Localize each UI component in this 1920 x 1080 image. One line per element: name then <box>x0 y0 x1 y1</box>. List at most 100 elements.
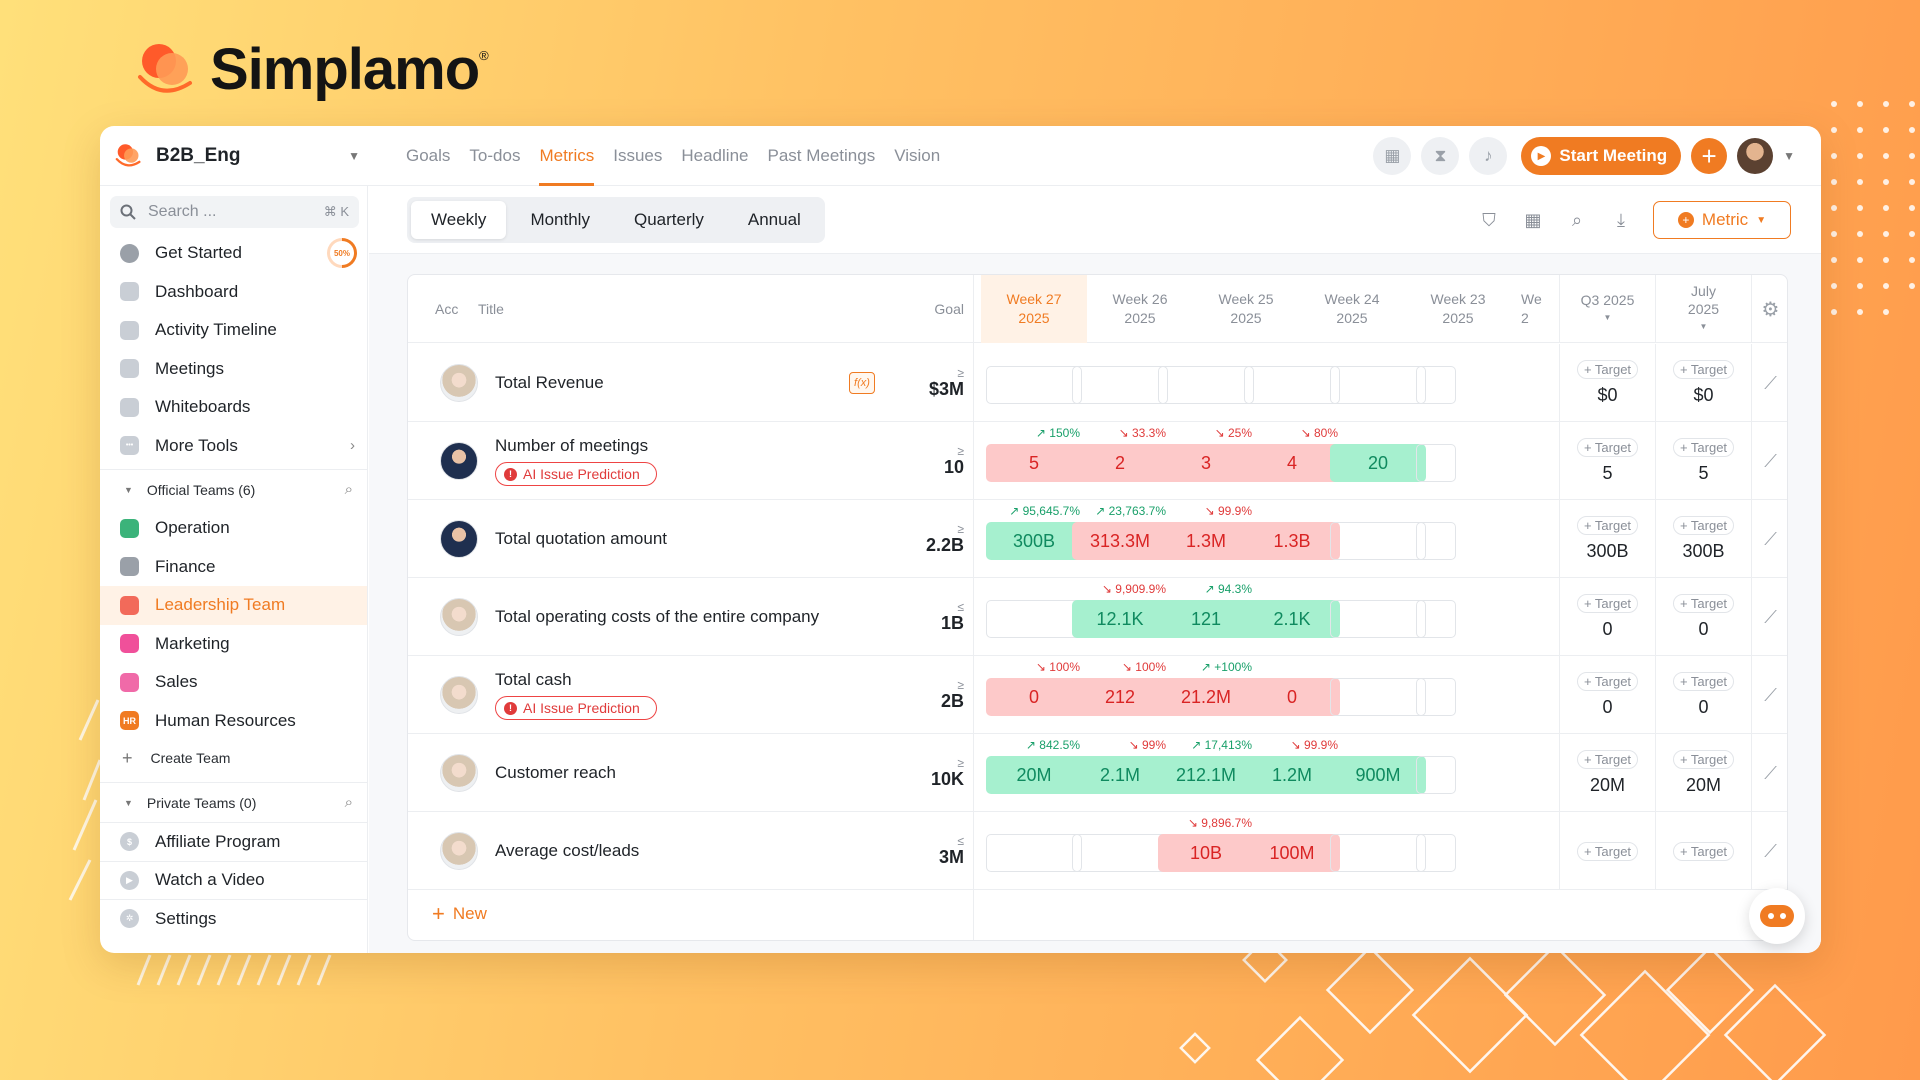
nav-goals[interactable]: Goals <box>406 145 451 165</box>
avatar[interactable] <box>440 754 478 792</box>
metric-value-cell[interactable]: 2.1M <box>1072 756 1168 794</box>
metric-value-cell[interactable] <box>1416 678 1456 716</box>
workspace-switcher[interactable]: B2B_Eng ▼ <box>100 126 370 186</box>
metric-value-cell[interactable]: 2 <box>1072 444 1168 482</box>
sidebar-team-finance[interactable]: Finance <box>100 548 367 587</box>
tab-annual[interactable]: Annual <box>747 209 801 229</box>
sidebar-item-meetings[interactable]: Meetings <box>100 350 367 389</box>
metric-value-cell[interactable]: 5 <box>986 444 1082 482</box>
create-team-button[interactable]: + Create Team <box>100 740 367 776</box>
avatar[interactable] <box>440 598 478 636</box>
add-target-button[interactable]: + Target <box>1672 750 1735 769</box>
avatar[interactable] <box>440 520 478 558</box>
header-week[interactable]: Week 25 2025 <box>1193 275 1299 343</box>
sidebar-item-whiteboards[interactable]: Whiteboards <box>100 388 367 427</box>
nav-metrics[interactable]: Metrics <box>539 126 595 186</box>
header-week[interactable]: We 2 <box>1511 275 1559 343</box>
add-target-button[interactable]: + Target <box>1672 594 1735 613</box>
metric-value-cell[interactable]: 21.2M <box>1158 678 1254 716</box>
add-target-button[interactable]: + Target <box>1672 438 1735 457</box>
add-target-button[interactable]: + Target <box>1576 360 1639 379</box>
metric-value-cell[interactable] <box>1416 522 1456 560</box>
line-chart-icon[interactable]: ⟋ <box>1751 578 1787 656</box>
metric-value-cell[interactable]: 1.2M <box>1244 756 1340 794</box>
metric-value-cell[interactable]: 900M <box>1330 756 1426 794</box>
metric-value-cell[interactable] <box>1416 444 1456 482</box>
metric-value-cell[interactable] <box>1416 366 1456 404</box>
sidebar-item-get-started[interactable]: Get Started 50% <box>100 234 367 273</box>
metric-value-cell[interactable]: 4 <box>1244 444 1340 482</box>
metric-value-cell[interactable]: 0 <box>986 678 1082 716</box>
metric-value-cell[interactable]: 1.3M <box>1158 522 1254 560</box>
metric-value-cell[interactable]: 313.3M <box>1072 522 1168 560</box>
filter-icon[interactable]: ⛉ <box>1482 209 1496 230</box>
add-target-button[interactable]: + Target <box>1672 360 1735 379</box>
metric-value-cell[interactable] <box>986 600 1082 638</box>
metric-value-cell[interactable]: 10B <box>1158 834 1254 872</box>
avatar[interactable] <box>440 832 478 870</box>
tab-quarterly[interactable]: Quarterly <box>633 209 704 229</box>
add-target-button[interactable]: + Target <box>1672 841 1735 861</box>
add-target-button[interactable]: + Target <box>1672 672 1735 691</box>
metric-value-cell[interactable] <box>1158 366 1254 404</box>
chat-bot-icon[interactable] <box>1749 888 1805 944</box>
metric-value-cell[interactable]: 20M <box>986 756 1082 794</box>
grid-icon[interactable]: ▦ <box>1524 209 1542 230</box>
metric-title[interactable]: Customer reach <box>495 763 616 782</box>
line-chart-icon[interactable]: ⟋ <box>1751 422 1787 500</box>
metric-title[interactable]: Average cost/leads <box>495 841 640 860</box>
metric-value-cell[interactable] <box>1072 366 1168 404</box>
metric-title[interactable]: Total operating costs of the entire comp… <box>495 607 820 626</box>
add-metric-button[interactable]: + Metric ▼ <box>1653 201 1791 239</box>
sidebar-item-settings[interactable]: ✲ Settings <box>100 899 367 938</box>
metric-value-cell[interactable] <box>1330 600 1426 638</box>
ai-issue-prediction-badge[interactable]: ! AI Issue Prediction <box>495 696 657 720</box>
header-week[interactable]: Week 24 2025 <box>1299 275 1405 343</box>
bell-icon[interactable]: ♪ <box>1469 137 1508 175</box>
header-week[interactable]: Week 23 2025 <box>1405 275 1511 343</box>
metric-title[interactable]: Total quotation amount <box>495 529 668 548</box>
line-chart-icon[interactable]: ⟋ <box>1751 734 1787 812</box>
tab-monthly[interactable]: Monthly <box>530 209 590 229</box>
nav-issues[interactable]: Issues <box>613 145 663 165</box>
private-teams-header[interactable]: ▼ Private Teams (0) ⌕ <box>100 782 367 822</box>
search-icon[interactable]: ⌕ <box>344 794 353 811</box>
sidebar-team-sales[interactable]: Sales <box>100 663 367 702</box>
sidebar-item-affiliate[interactable]: $ Affiliate Program <box>100 822 367 861</box>
new-metric-button[interactable]: + New <box>432 903 487 925</box>
ai-issue-prediction-badge[interactable]: ! AI Issue Prediction <box>495 462 657 486</box>
tab-weekly[interactable]: Weekly <box>411 200 507 239</box>
metric-value-cell[interactable] <box>986 834 1082 872</box>
avatar[interactable] <box>440 442 478 480</box>
metric-value-cell[interactable]: 3 <box>1158 444 1254 482</box>
download-icon[interactable]: ⤓ <box>1617 209 1625 230</box>
start-meeting-button[interactable]: ▶ Start Meeting <box>1521 137 1682 175</box>
official-teams-header[interactable]: ▼ Official Teams (6) ⌕ <box>100 469 367 509</box>
avatar[interactable] <box>440 364 478 402</box>
sidebar-item-dashboard[interactable]: Dashboard <box>100 273 367 312</box>
header-summary[interactable]: Q3 2025 ▼ <box>1559 275 1655 343</box>
metric-value-cell[interactable]: 121 <box>1158 600 1254 638</box>
metric-value-cell[interactable] <box>986 366 1082 404</box>
line-chart-icon[interactable]: ⟋ <box>1751 812 1787 890</box>
metric-value-cell[interactable]: 0 <box>1244 678 1340 716</box>
sidebar-team-leadership-team[interactable]: Leadership Team <box>100 586 367 625</box>
sidebar-item-activity-timeline[interactable]: Activity Timeline <box>100 311 367 350</box>
metric-value-cell[interactable] <box>1330 522 1426 560</box>
metric-value-cell[interactable] <box>1072 834 1168 872</box>
metric-value-cell[interactable] <box>1330 678 1426 716</box>
gear-icon[interactable]: ⚙ <box>1751 275 1787 343</box>
line-chart-icon[interactable]: ⟋ <box>1751 656 1787 734</box>
header-week[interactable]: Week 27 2025 <box>981 275 1087 343</box>
header-week[interactable]: Week 26 2025 <box>1087 275 1193 343</box>
metric-value-cell[interactable] <box>1330 366 1426 404</box>
add-target-button[interactable]: + Target <box>1576 516 1639 535</box>
add-target-button[interactable]: + Target <box>1672 516 1735 535</box>
sidebar-team-operation[interactable]: Operation <box>100 509 367 548</box>
sidebar-item-more-tools[interactable]: ••• More Tools › <box>100 427 367 466</box>
metric-value-cell[interactable] <box>1416 756 1456 794</box>
metric-value-cell[interactable]: 1.3B <box>1244 522 1340 560</box>
nav-past-meetings[interactable]: Past Meetings <box>767 145 876 165</box>
metric-value-cell[interactable]: 212 <box>1072 678 1168 716</box>
sidebar-team-marketing[interactable]: Marketing <box>100 625 367 664</box>
